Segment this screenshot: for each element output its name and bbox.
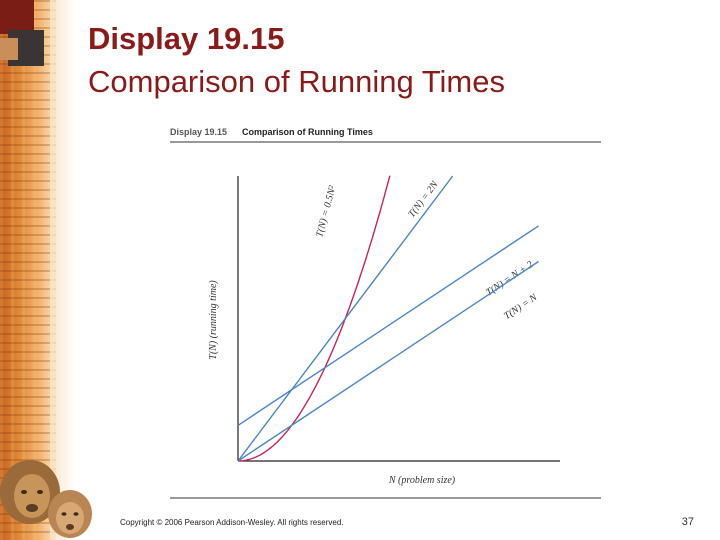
lions-photo-icon: [0, 460, 92, 538]
logo-squares-icon: [0, 0, 44, 66]
running-times-figure: Display 19.15 Comparison of Running Time…: [170, 127, 601, 499]
series-line-4: [237, 260, 539, 462]
lion-adult-icon: [0, 460, 60, 524]
logo-square-tan: [0, 38, 18, 60]
plot-layer: T(N) = 0.5N² T(N) = 2NT(N) = N + 2T(N) = …: [237, 175, 540, 462]
series-line-2: [237, 175, 454, 462]
series-label-1: T(N) = 0.5N²: [314, 184, 339, 239]
wood-fade: [50, 0, 76, 540]
slide-subtitle: Comparison of Running Times: [88, 64, 505, 99]
page-number: 37: [681, 516, 694, 528]
copyright-footer: Copyright © 2006 Pearson Addison-Wesley.…: [120, 518, 344, 527]
lion-cub-icon: [48, 490, 92, 538]
logo-square-dark: [0, 0, 34, 34]
x-axis-label: N (problem size): [388, 475, 456, 486]
figure-display-label: Display 19.15: [170, 127, 227, 137]
figure-display-title: Comparison of Running Times: [242, 127, 373, 137]
slide-title: Display 19.15: [88, 21, 285, 56]
wood-texture-strip: [0, 0, 56, 540]
series-label-4: T(N) = N: [502, 291, 540, 322]
series-line-1: [237, 175, 391, 462]
y-axis-label: T(N) (running time): [208, 280, 219, 360]
series-line-3: [237, 225, 539, 426]
